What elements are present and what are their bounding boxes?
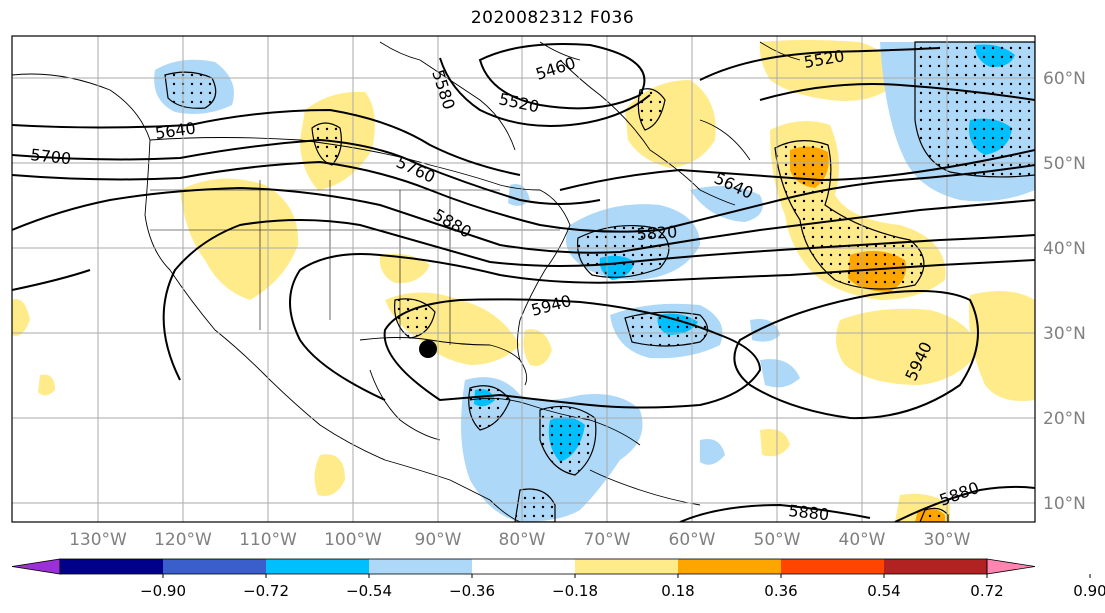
- colorbar-tick-label: 0.54: [867, 582, 900, 600]
- height-contours: [12, 43, 1035, 522]
- contour-label: 5820: [636, 222, 678, 244]
- colorbar-ticks: −0.90 −0.72 −0.54 −0.36 −0.18 0.18 0.36 0.54 0.7…: [140, 574, 1105, 600]
- colorbar-tick-label: 0.90: [1073, 582, 1105, 600]
- colorbar-segment: [781, 559, 884, 574]
- colorbar-tick-label: −0.18: [552, 582, 598, 600]
- lon-label: 130°W: [69, 530, 127, 550]
- lon-label: 30°W: [924, 530, 971, 550]
- lat-label: 60°N: [1043, 69, 1086, 89]
- colorbar-outline: [59, 558, 988, 575]
- colorbar-segments: [11, 558, 1036, 575]
- colorbar-segment: [163, 559, 266, 574]
- lon-label: 90°W: [415, 530, 462, 550]
- lat-label: 50°N: [1043, 154, 1086, 174]
- colorbar-segment: [266, 559, 369, 574]
- lon-label: 100°W: [324, 530, 382, 550]
- longitude-labels: 130°W 120°W 110°W 100°W 90°W 80°W 70°W 6…: [69, 530, 971, 550]
- colorbar-tick-label: 0.72: [970, 582, 1003, 600]
- colorbar-tick-label: −0.54: [346, 582, 392, 600]
- lat-label: 40°N: [1043, 239, 1086, 259]
- contour-label: 5880: [788, 501, 830, 524]
- lon-label: 70°W: [584, 530, 631, 550]
- lat-label: 10°N: [1043, 494, 1086, 514]
- colorbar-segment: [60, 559, 163, 574]
- colorbar-extend-low: [11, 558, 61, 575]
- colorbar-segment: [575, 559, 678, 574]
- colorbar-segment: [678, 559, 781, 574]
- colorbar-extend-high: [986, 558, 1036, 575]
- storm-center-marker: [419, 340, 437, 358]
- colorbar-segment: [884, 559, 987, 574]
- colorbar-tick-label: 0.36: [764, 582, 797, 600]
- contour-label: 5700: [30, 145, 72, 168]
- figure-title: 2020082312 F036: [470, 8, 635, 28]
- colorbar-tick-label: −0.72: [243, 582, 289, 600]
- lon-label: 120°W: [154, 530, 212, 550]
- lat-label: 20°N: [1043, 409, 1086, 429]
- colorbar-tick-label: −0.90: [140, 582, 186, 600]
- latitude-labels: 60°N 50°N 40°N 30°N 20°N 10°N: [1043, 69, 1086, 514]
- colorbar-tick-label: 0.18: [661, 582, 694, 600]
- colorbar: −0.90 −0.72 −0.54 −0.36 −0.18 0.18 0.36 0.54 0.7…: [11, 558, 1105, 600]
- lon-label: 60°W: [669, 530, 716, 550]
- colorbar-segment: [472, 559, 575, 574]
- lat-label: 30°N: [1043, 324, 1086, 344]
- map-panel: [12, 36, 1035, 522]
- lon-label: 80°W: [499, 530, 546, 550]
- map-frame: [11, 35, 1036, 523]
- significance-stipple: [164, 41, 1035, 522]
- lon-label: 40°W: [839, 530, 886, 550]
- colorbar-tick-label: −0.36: [449, 582, 495, 600]
- colorbar-segment: [369, 559, 472, 574]
- lon-label: 110°W: [239, 530, 297, 550]
- lon-label: 50°W: [754, 530, 801, 550]
